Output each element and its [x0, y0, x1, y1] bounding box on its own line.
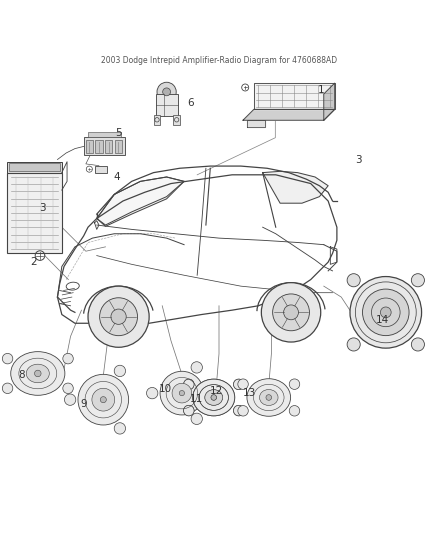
- Ellipse shape: [259, 390, 278, 406]
- Circle shape: [266, 394, 272, 400]
- Text: 2: 2: [30, 257, 37, 267]
- Text: 5: 5: [115, 128, 122, 139]
- Circle shape: [272, 294, 310, 331]
- Circle shape: [289, 406, 300, 416]
- Circle shape: [411, 338, 424, 351]
- Bar: [115, 140, 122, 153]
- Circle shape: [2, 383, 13, 393]
- Ellipse shape: [247, 379, 290, 416]
- Text: 8: 8: [18, 370, 25, 380]
- Circle shape: [211, 395, 216, 400]
- Ellipse shape: [205, 390, 223, 405]
- Text: 10: 10: [159, 384, 172, 394]
- Text: 14: 14: [376, 315, 389, 325]
- Text: 1: 1: [318, 85, 325, 95]
- Circle shape: [179, 391, 184, 395]
- Circle shape: [238, 406, 248, 416]
- Text: 13: 13: [243, 388, 256, 398]
- Text: 6: 6: [187, 98, 194, 108]
- Circle shape: [211, 395, 216, 400]
- Circle shape: [99, 298, 138, 336]
- Circle shape: [172, 383, 192, 403]
- Bar: [95, 140, 103, 153]
- Circle shape: [63, 353, 73, 364]
- Polygon shape: [254, 83, 335, 109]
- Circle shape: [184, 405, 194, 416]
- Bar: [153, 115, 160, 125]
- Bar: [10, 163, 60, 171]
- Bar: [7, 161, 62, 173]
- Circle shape: [233, 405, 244, 416]
- Circle shape: [233, 379, 244, 390]
- Text: 3: 3: [355, 155, 362, 165]
- Circle shape: [411, 273, 424, 287]
- Circle shape: [381, 307, 391, 318]
- Circle shape: [284, 305, 298, 320]
- Circle shape: [157, 82, 176, 101]
- Ellipse shape: [193, 379, 235, 416]
- Circle shape: [238, 379, 248, 390]
- Circle shape: [191, 362, 202, 373]
- Polygon shape: [247, 120, 265, 127]
- Text: 12: 12: [210, 386, 223, 396]
- Ellipse shape: [205, 390, 223, 405]
- Bar: [105, 140, 113, 153]
- Bar: [95, 166, 107, 173]
- Circle shape: [111, 309, 126, 325]
- Circle shape: [233, 405, 244, 416]
- Polygon shape: [324, 83, 335, 120]
- Circle shape: [162, 88, 170, 96]
- Circle shape: [289, 379, 300, 390]
- Polygon shape: [243, 109, 335, 120]
- Bar: [173, 115, 180, 125]
- Circle shape: [88, 286, 149, 348]
- Circle shape: [160, 372, 204, 415]
- Text: 4: 4: [113, 172, 120, 182]
- Bar: [155, 94, 177, 116]
- Circle shape: [78, 374, 129, 425]
- Circle shape: [35, 370, 41, 377]
- Circle shape: [233, 379, 244, 390]
- Circle shape: [191, 413, 202, 424]
- Circle shape: [350, 277, 422, 348]
- Circle shape: [2, 353, 13, 364]
- Bar: [84, 137, 125, 155]
- Circle shape: [114, 365, 126, 377]
- Circle shape: [64, 394, 76, 405]
- Polygon shape: [263, 171, 328, 203]
- Text: 2003 Dodge Intrepid Amplifier-Radio Diagram for 4760688AD: 2003 Dodge Intrepid Amplifier-Radio Diag…: [101, 55, 337, 64]
- Circle shape: [347, 338, 360, 351]
- Bar: [88, 132, 121, 137]
- Circle shape: [92, 388, 115, 411]
- Text: 3: 3: [39, 203, 46, 213]
- Text: 11: 11: [190, 394, 203, 404]
- Circle shape: [363, 289, 409, 336]
- Circle shape: [147, 387, 158, 399]
- Bar: [86, 140, 93, 153]
- Circle shape: [63, 383, 73, 393]
- Ellipse shape: [26, 364, 49, 383]
- Ellipse shape: [11, 352, 65, 395]
- Circle shape: [114, 423, 126, 434]
- Circle shape: [184, 379, 194, 390]
- Polygon shape: [97, 177, 184, 227]
- Ellipse shape: [193, 379, 235, 416]
- Circle shape: [261, 282, 321, 342]
- Circle shape: [347, 273, 360, 287]
- Circle shape: [184, 405, 194, 416]
- Text: 9: 9: [80, 399, 87, 409]
- Circle shape: [184, 379, 194, 390]
- Circle shape: [100, 397, 106, 403]
- Bar: [7, 173, 62, 253]
